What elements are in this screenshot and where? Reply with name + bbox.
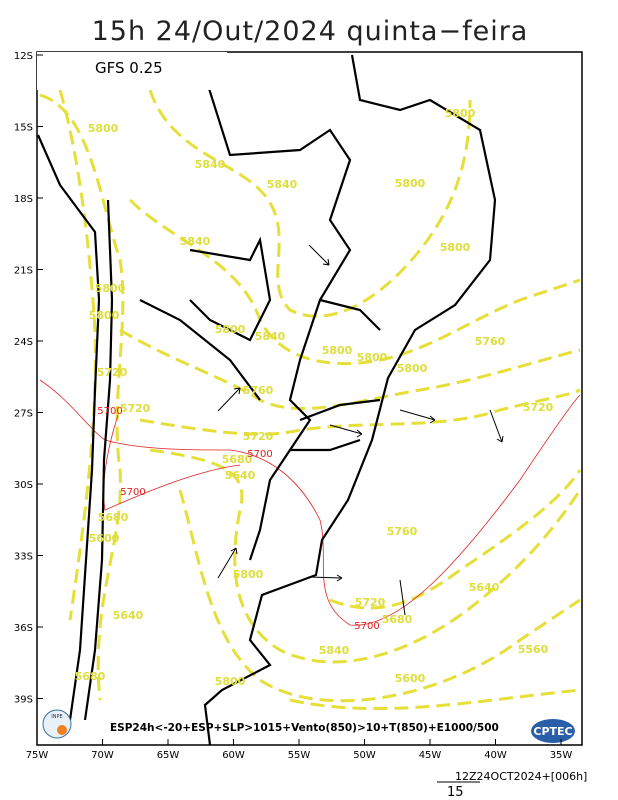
contour-label: 5760 — [243, 384, 274, 397]
contour-label: 5600 — [89, 532, 120, 545]
arrow — [308, 244, 330, 266]
contour-label: 5800 — [88, 122, 119, 135]
contour-label: 5840 — [180, 235, 211, 248]
contour-label: 5680 — [222, 453, 253, 466]
wind-arrows — [217, 244, 504, 616]
lon-label: 35W — [550, 750, 573, 761]
frame — [36, 51, 583, 746]
run-label: 12Z24OCT2024+[006h] — [455, 770, 587, 783]
contour-label: 5840 — [267, 178, 298, 191]
contour-label: 5800 — [357, 351, 388, 364]
contour — [148, 89, 472, 318]
lat-label: 21S — [14, 266, 33, 277]
lon-label: 55W — [288, 750, 311, 761]
cptec-logo — [531, 719, 575, 743]
lat-label: 12S — [14, 51, 33, 62]
contour-label: 5760 — [475, 335, 506, 348]
arrow — [217, 547, 238, 579]
legend-text: ESP24h<-20+ESP+SLP>1015+Vento(850)>10+T(… — [110, 722, 499, 734]
arrow — [489, 409, 504, 443]
inpe-logo-dot — [57, 725, 67, 735]
lat-label: 30S — [14, 480, 33, 491]
lon-label: 45W — [419, 750, 442, 761]
lat-label: 36S — [14, 623, 33, 634]
coastlines-borders — [36, 54, 497, 746]
contour-label: 5680 — [382, 613, 413, 626]
border — [189, 236, 272, 342]
coastline — [36, 134, 101, 721]
contour-label: 5800 — [395, 177, 426, 190]
lon-label: 75W — [26, 750, 49, 761]
border — [83, 199, 114, 721]
contour — [178, 489, 581, 703]
inpe-text: INPE — [51, 714, 62, 720]
isotherm-label: 5700 — [247, 449, 272, 460]
lat-label: 33S — [14, 552, 33, 563]
border — [139, 298, 381, 452]
contour-label: 5800 — [440, 241, 471, 254]
lat-label: 27S — [14, 409, 33, 420]
contour-label: 5720 — [120, 402, 151, 415]
lon-label: 65W — [157, 750, 180, 761]
arrow — [329, 424, 363, 438]
contour — [58, 89, 97, 621]
isotherm-label: 5700 — [354, 621, 379, 632]
isotherm-label: 5700 — [97, 406, 122, 417]
contour-label: 5600 — [395, 672, 426, 685]
contour — [119, 328, 581, 411]
contour-label: 5560 — [518, 643, 549, 656]
lon-label: 70W — [91, 750, 114, 761]
contour-label: 5640 — [113, 609, 144, 622]
coastline — [203, 54, 497, 746]
contour-label: 5680 — [98, 511, 129, 524]
contour-label: 5840 — [255, 330, 286, 343]
contour — [139, 388, 581, 436]
isotherm-label: 5700 — [120, 487, 145, 498]
contour-label: 5800 — [445, 107, 476, 120]
isotherm — [103, 414, 241, 511]
contour-label: 5760 — [387, 525, 418, 538]
contour-label: 5800 — [233, 568, 264, 581]
contour — [149, 448, 582, 664]
contour — [39, 93, 125, 701]
arrow — [399, 409, 436, 424]
lon-label: 40W — [484, 750, 507, 761]
lat-label: 18S — [14, 194, 33, 205]
contour-label: 5800 — [215, 323, 246, 336]
contour — [289, 688, 581, 711]
lat-label: 24S — [14, 337, 33, 348]
scale-label: 15 — [447, 785, 464, 800]
contour-label: 5720 — [523, 401, 554, 414]
lat-label: 39S — [14, 695, 33, 706]
contour-label: 5680 — [75, 670, 106, 683]
contour-label: 5840 — [319, 644, 350, 657]
lat-label: 15S — [14, 123, 33, 134]
contour-label: 5800 — [397, 362, 428, 375]
contour-label: 5840 — [195, 158, 226, 171]
contour-label: 5800 — [89, 309, 120, 322]
title: 15h 24/Out/2024 quinta−feira — [92, 16, 529, 47]
contour — [329, 469, 582, 610]
contour-label: 5800 — [95, 282, 126, 295]
contour-label: 5640 — [469, 581, 500, 594]
lon-label: 60W — [222, 750, 245, 761]
arrow — [217, 387, 241, 412]
cptec-text: CPTEC — [533, 725, 572, 738]
lon-label: 50W — [353, 750, 376, 761]
arrow — [307, 574, 343, 582]
arrow — [399, 579, 406, 616]
model-label: GFS 0.25 — [95, 59, 163, 77]
contour-label: 5800 — [322, 344, 353, 357]
contour-label: 5720 — [243, 430, 274, 443]
model-box — [37, 52, 227, 90]
contour-label: 5720 — [355, 596, 386, 609]
contour-label: 5800 — [215, 675, 246, 688]
contour-label: 5720 — [97, 366, 128, 379]
contours — [39, 89, 582, 711]
contour-label: 5640 — [225, 469, 256, 482]
isotherm — [39, 379, 581, 626]
